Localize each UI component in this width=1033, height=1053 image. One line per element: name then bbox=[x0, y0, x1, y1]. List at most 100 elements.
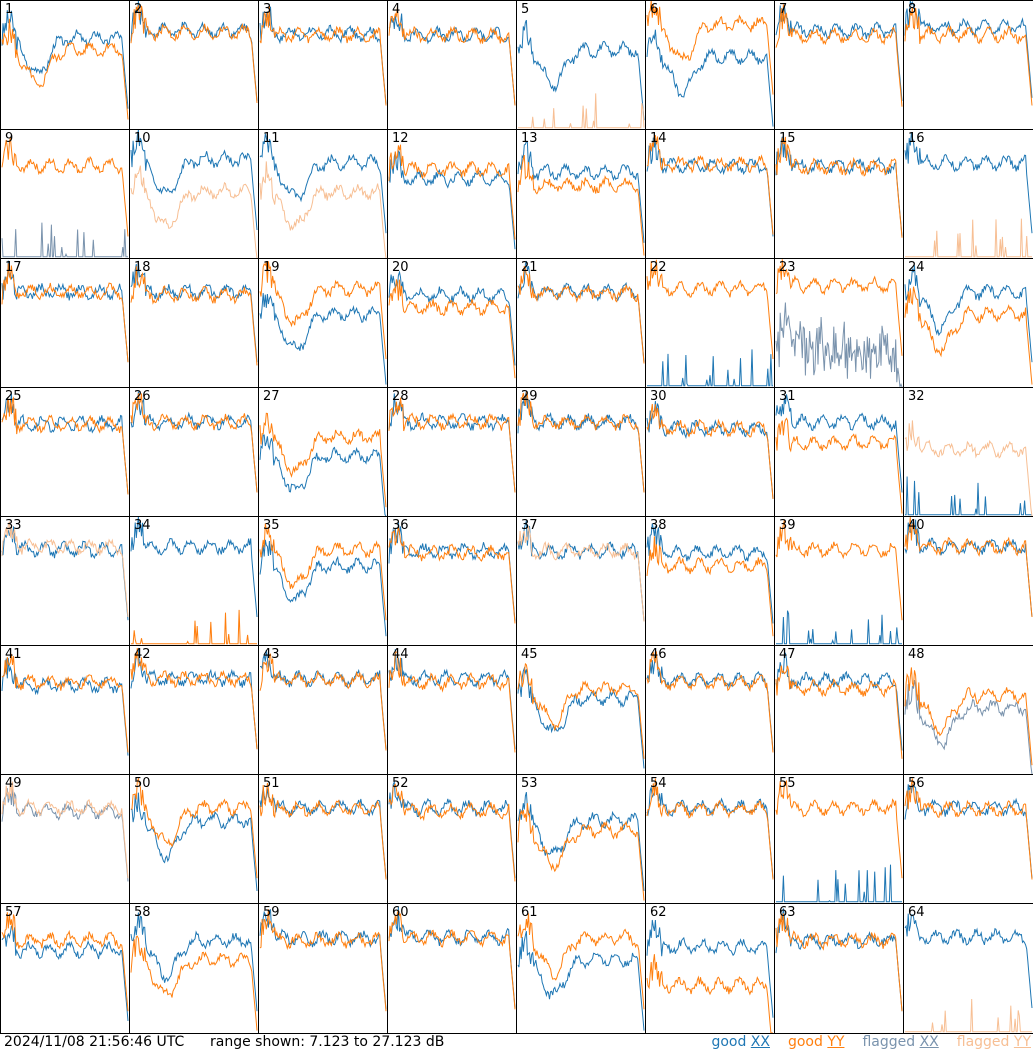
panel-number: 16 bbox=[908, 131, 925, 146]
legend-item: good XX bbox=[711, 1034, 770, 1050]
antenna-panel: 62 bbox=[645, 903, 775, 1034]
panel-number: 12 bbox=[392, 131, 409, 146]
panel-number: 62 bbox=[650, 905, 667, 920]
panel-number: 61 bbox=[521, 905, 538, 920]
panel-number: 42 bbox=[134, 647, 151, 662]
xx-series-line bbox=[646, 29, 774, 127]
xx-series-line bbox=[905, 476, 1032, 516]
legend-item-tag: YY bbox=[1013, 1034, 1031, 1050]
panel-plot bbox=[646, 778, 774, 880]
panel-number: 6 bbox=[650, 2, 659, 17]
xx-series-line bbox=[259, 6, 387, 105]
xx-series-line bbox=[388, 649, 516, 750]
panel-plot bbox=[130, 391, 258, 493]
antenna-panel: 31 bbox=[774, 387, 904, 517]
panel-number: 41 bbox=[5, 647, 22, 662]
antenna-panel: 49 bbox=[0, 774, 130, 904]
yy-series-line bbox=[1, 777, 129, 879]
antenna-panel: 50 bbox=[129, 774, 259, 904]
antenna-panel: 44 bbox=[387, 645, 517, 775]
antenna-panel: 38 bbox=[645, 516, 775, 646]
yy-series-line bbox=[130, 777, 258, 879]
xx-series-line bbox=[646, 523, 774, 624]
panel-plot bbox=[775, 4, 903, 107]
yy-series-line bbox=[388, 909, 516, 1010]
panel-number: 31 bbox=[779, 389, 796, 404]
yy-series-line bbox=[1, 263, 129, 363]
xx-series-line bbox=[259, 133, 387, 234]
antenna-panel: 63 bbox=[774, 903, 904, 1034]
panel-number: 52 bbox=[392, 776, 409, 791]
panel-number: 63 bbox=[779, 905, 796, 920]
panel-plot bbox=[646, 1, 774, 127]
panel-plot bbox=[775, 652, 903, 759]
antenna-panel: 59 bbox=[258, 903, 388, 1034]
xx-series-line bbox=[775, 302, 903, 387]
antenna-panel: 53 bbox=[516, 774, 646, 904]
yy-series-line bbox=[259, 782, 387, 880]
antenna-panel: 11 bbox=[258, 129, 388, 259]
xx-series-line bbox=[130, 1, 258, 102]
panel-plot bbox=[517, 260, 645, 364]
legend-item-label: flagged bbox=[956, 1034, 1014, 1050]
yy-series-line bbox=[517, 154, 645, 256]
panel-plot bbox=[388, 393, 516, 493]
antenna-panel: 56 bbox=[903, 774, 1033, 904]
panel-plot bbox=[388, 7, 516, 106]
panel-plot bbox=[775, 519, 903, 645]
yy-series-line bbox=[646, 403, 774, 499]
panel-plot bbox=[1, 137, 129, 258]
panel-plot bbox=[1, 777, 129, 882]
antenna-panel: 2 bbox=[129, 0, 259, 130]
xx-series-line bbox=[517, 140, 645, 243]
legend-item: flagged YY bbox=[957, 1034, 1031, 1050]
antenna-panel: 9 bbox=[0, 129, 130, 259]
xx-series-line bbox=[1, 393, 129, 495]
antenna-panel: 54 bbox=[645, 774, 775, 904]
panel-plot bbox=[259, 909, 387, 1012]
yy-series-line bbox=[388, 397, 516, 493]
panel-plot bbox=[259, 5, 387, 106]
panel-plot bbox=[259, 412, 387, 516]
antenna-panel: 5 bbox=[516, 0, 646, 130]
panel-number: 30 bbox=[650, 389, 667, 404]
yy-series-line bbox=[1, 396, 129, 495]
panel-plot bbox=[517, 520, 645, 622]
panel-plot bbox=[775, 908, 903, 1012]
yy-series-line bbox=[518, 93, 645, 129]
xx-series-line bbox=[904, 519, 1033, 618]
panel-plot bbox=[259, 133, 387, 258]
antenna-panel: 28 bbox=[387, 387, 517, 517]
panel-number: 11 bbox=[263, 131, 280, 146]
panel-plot bbox=[517, 19, 645, 129]
panel-number: 8 bbox=[908, 2, 917, 17]
panel-number: 32 bbox=[908, 389, 925, 404]
yy-series-line bbox=[259, 652, 387, 751]
xx-series-line bbox=[517, 391, 645, 493]
yy-series-line bbox=[131, 609, 257, 645]
antenna-panel: 23 bbox=[774, 258, 904, 388]
antenna-panel: 41 bbox=[0, 645, 130, 775]
yy-series-line bbox=[646, 134, 774, 235]
panel-plot bbox=[775, 394, 903, 514]
yy-series-line bbox=[646, 651, 774, 753]
antenna-panel: 39 bbox=[774, 516, 904, 646]
panel-plot bbox=[1, 393, 129, 495]
yy-series-line bbox=[1, 521, 129, 618]
panel-number: 47 bbox=[779, 647, 796, 662]
xx-series-line bbox=[388, 149, 516, 250]
antenna-panel: 51 bbox=[258, 774, 388, 904]
yy-series-line bbox=[775, 779, 903, 879]
antenna-panel: 16 bbox=[903, 129, 1033, 259]
yy-series-line bbox=[517, 803, 645, 901]
yy-series-line bbox=[130, 935, 258, 1031]
panel-number: 18 bbox=[134, 260, 151, 275]
yy-series-line bbox=[775, 259, 903, 356]
panel-plot bbox=[646, 259, 774, 387]
antenna-panel: 22 bbox=[645, 258, 775, 388]
panel-plot bbox=[517, 140, 645, 256]
range-text: range shown: 7.123 to 27.123 dB bbox=[210, 1034, 445, 1050]
panel-plot bbox=[904, 913, 1033, 1033]
panel-number: 54 bbox=[650, 776, 667, 791]
antenna-panel: 8 bbox=[903, 0, 1033, 130]
